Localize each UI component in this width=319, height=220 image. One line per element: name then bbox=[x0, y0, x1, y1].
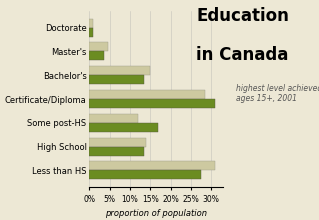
Bar bbox=[89, 75, 144, 84]
Bar bbox=[89, 19, 93, 28]
Bar bbox=[89, 42, 108, 51]
Bar bbox=[89, 138, 146, 147]
Bar bbox=[89, 147, 144, 156]
Bar bbox=[89, 90, 205, 99]
Bar bbox=[89, 66, 150, 75]
Text: highest level achieved
ages 15+, 2001: highest level achieved ages 15+, 2001 bbox=[236, 84, 319, 103]
Bar bbox=[89, 99, 215, 108]
Bar bbox=[89, 28, 93, 37]
Bar bbox=[89, 51, 104, 61]
Text: in Canada: in Canada bbox=[196, 46, 289, 64]
Text: Education: Education bbox=[196, 7, 289, 25]
Bar bbox=[89, 170, 201, 179]
Bar bbox=[89, 114, 138, 123]
Bar bbox=[89, 123, 158, 132]
Bar bbox=[89, 161, 215, 170]
X-axis label: proportion of population: proportion of population bbox=[105, 209, 207, 218]
